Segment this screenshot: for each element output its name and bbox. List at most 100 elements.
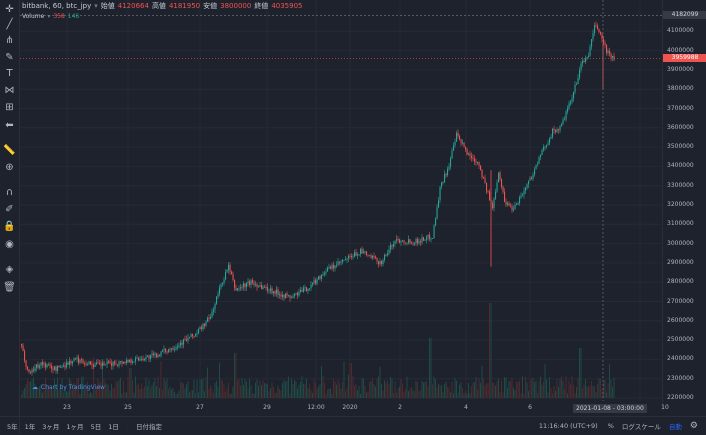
volume-bar [199, 379, 201, 398]
magnet-icon[interactable]: ∩ [5, 187, 14, 198]
chevron-down-icon[interactable]: ▾ [94, 2, 98, 10]
candle-body [157, 355, 159, 358]
candle-body [255, 284, 257, 286]
arrow-icon[interactable]: ⬅ [5, 120, 14, 131]
volume-bar [190, 389, 192, 398]
time-tick-label: 6 [528, 404, 532, 411]
candle-body [156, 353, 158, 358]
price-tick-label: 2800000 [667, 278, 694, 286]
candle-body [402, 240, 404, 242]
chevron-down-icon[interactable]: ▾ [47, 12, 51, 20]
candle-body [384, 254, 386, 261]
volume-bar [291, 378, 292, 398]
volume-bar [543, 381, 544, 398]
ruler-icon[interactable]: 📏 [3, 145, 16, 156]
volume-bar [141, 383, 142, 398]
volume-bar [613, 377, 615, 398]
volume-bar [21, 393, 22, 398]
text-icon[interactable]: T [6, 68, 13, 79]
candle-body [154, 353, 156, 355]
volume-bar [382, 390, 384, 398]
volume-legend: Volume ▾ 358 146 [22, 11, 79, 21]
layers-icon[interactable]: ◈ [5, 264, 14, 275]
gear-icon[interactable]: ⚙ [689, 421, 698, 431]
candle-body [258, 286, 260, 288]
candle-body [144, 358, 146, 361]
candle-body [142, 358, 144, 361]
candle-body [66, 362, 68, 368]
time-tick-label: 27 [196, 404, 204, 411]
volume-bar [576, 387, 577, 398]
crosshair-icon[interactable]: ✛ [5, 4, 14, 15]
volume-bar [537, 393, 538, 398]
candle-body [171, 348, 173, 350]
trash-icon[interactable]: 🗑 [3, 282, 16, 293]
price-chart[interactable] [20, 0, 662, 401]
volume-bar [432, 384, 433, 398]
lock-drawings-icon[interactable]: ✐ [5, 204, 14, 215]
candle-body [277, 289, 279, 296]
candle-body [246, 283, 248, 288]
range-5y[interactable]: 5年 [7, 423, 18, 431]
candle-body [528, 180, 530, 185]
tradingview-watermark[interactable]: ☁ Chart by TradingView [32, 384, 105, 391]
clock-label[interactable]: 11:16:40 (UTC+9) [538, 422, 598, 430]
log-scale-toggle[interactable]: ログスケール [621, 423, 661, 431]
volume-bar [598, 378, 600, 398]
pitchfork-icon[interactable]: ⋔ [5, 35, 14, 46]
lock-icon[interactable]: 🔒 [3, 221, 16, 232]
volume-bar [87, 381, 88, 398]
candle-body [597, 25, 599, 30]
candle-body [133, 361, 135, 363]
volume-bar [552, 393, 553, 398]
range-1m[interactable]: 1ヶ月 [66, 423, 84, 431]
brush-icon[interactable]: ✎ [5, 52, 14, 63]
volume-bar [289, 393, 291, 398]
candle-body [457, 132, 459, 137]
candle-body [63, 365, 65, 367]
volume-bar [231, 393, 232, 398]
range-1y[interactable]: 1年 [24, 423, 36, 431]
volume-bar [448, 387, 450, 398]
candle-body [472, 157, 474, 159]
candle-body [126, 360, 128, 363]
candle-body [175, 347, 177, 350]
candle-body [193, 336, 195, 337]
volume-bar [486, 383, 487, 398]
volume-bar [394, 381, 396, 398]
open-value: 4120664 [117, 2, 149, 10]
forecast-icon[interactable]: ⊞ [5, 102, 14, 113]
volume-bar [211, 388, 213, 398]
trend-line-icon[interactable]: ╱ [6, 19, 13, 30]
volume-bar [351, 363, 352, 398]
zoom-in-icon[interactable]: ⊕ [5, 162, 14, 173]
volume-bar [337, 379, 339, 398]
eye-icon[interactable]: ◉ [5, 239, 14, 250]
volume-bar [166, 378, 168, 398]
volume-bar [330, 388, 331, 398]
volume-bar [367, 391, 369, 398]
range-1d[interactable]: 1日 [108, 423, 119, 431]
volume-bar [85, 383, 87, 398]
percent-toggle[interactable]: % [607, 422, 614, 430]
bottom-toolbar: 5年 1年 3ヶ月 1ヶ月 5日 1日 | 日付指定 11:16:40 (UTC… [0, 416, 706, 435]
pattern-icon[interactable]: ⋈ [4, 85, 15, 96]
candle-body [468, 153, 470, 155]
auto-scale-toggle[interactable]: 自動 [668, 423, 682, 431]
volume-bar [163, 377, 165, 398]
volume-bar [493, 383, 495, 398]
symbol-name[interactable]: bitbank, 60, btc_jpy [22, 2, 92, 10]
volume-bar [165, 381, 166, 398]
range-3m[interactable]: 3ヶ月 [42, 423, 60, 431]
candle-body [187, 337, 189, 341]
volume-bar [327, 389, 328, 398]
candle-body [232, 274, 234, 280]
candle-body [522, 194, 524, 196]
goto-date-button[interactable]: 日付指定 [136, 423, 163, 431]
price-axis[interactable]: 4100000 4000000 3900000 3800000 3700000 36000… [662, 0, 706, 410]
time-axis[interactable]: 23 25 27 29 12:00 2020 2 4 6 10 [20, 401, 669, 415]
candle-body [435, 218, 437, 226]
range-5d[interactable]: 5日 [90, 423, 102, 431]
candle-body [118, 361, 120, 366]
volume-bar [132, 380, 133, 398]
